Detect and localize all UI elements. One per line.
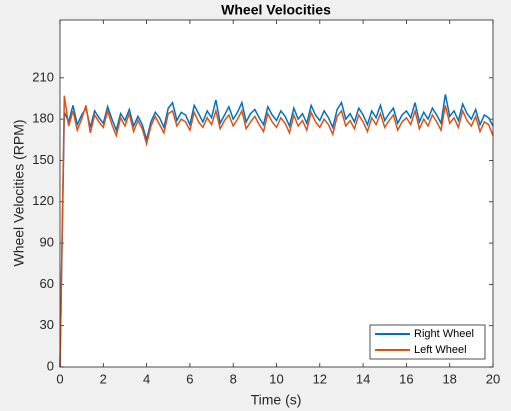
x-tick-label: 0 [56, 371, 63, 386]
x-tick-label: 6 [186, 371, 193, 386]
legend-label: Left Wheel [414, 344, 467, 356]
y-tick-label: 180 [32, 111, 54, 126]
x-tick-label: 4 [143, 371, 150, 386]
x-tick-label: 20 [486, 371, 500, 386]
x-tick-label: 12 [313, 371, 327, 386]
series-line [59, 94, 494, 368]
y-tick-label: 90 [40, 235, 54, 250]
x-tick-label: 2 [100, 371, 107, 386]
x-tick-label: 16 [399, 371, 413, 386]
x-tick-label: 10 [269, 371, 283, 386]
y-tick-label: 60 [40, 276, 54, 291]
x-tick-label: 18 [442, 371, 456, 386]
y-axis-label: Wheel Velocities (RPM) [11, 119, 27, 266]
y-tick-label: 30 [40, 317, 54, 332]
plot-area [60, 20, 493, 367]
axes-box [59, 19, 494, 368]
legend: Right Wheel Left Wheel [369, 324, 486, 360]
series-line [59, 95, 494, 368]
legend-label: Right Wheel [414, 328, 474, 340]
x-axis-label: Time (s) [251, 392, 302, 408]
y-tick-label: 0 [47, 358, 54, 373]
x-tick-label: 8 [230, 371, 237, 386]
x-tick-label: 14 [356, 371, 370, 386]
y-tick-label: 120 [32, 193, 54, 208]
chart-title: Wheel Velocities [221, 2, 331, 18]
y-tick-label: 210 [32, 69, 54, 84]
y-tick-label: 150 [32, 152, 54, 167]
legend-box [369, 324, 486, 360]
